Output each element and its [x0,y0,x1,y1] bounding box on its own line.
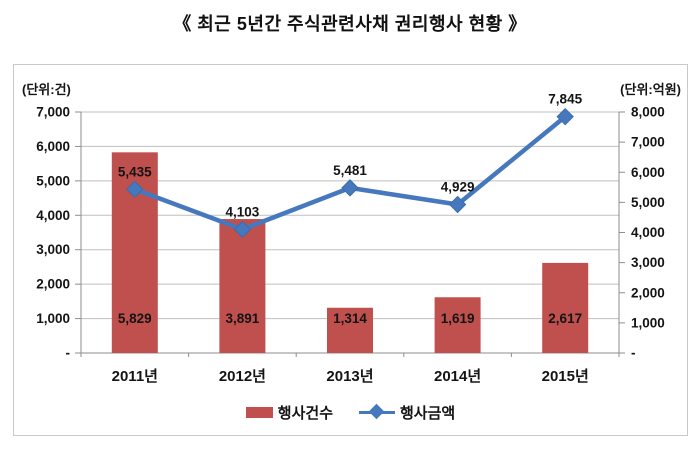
legend-label-bar-series: 행사건수 [277,404,333,422]
diamond-marker-icon [341,179,359,197]
bar-value-label: 5,829 [118,311,152,326]
right-axis-tick-label: 7,000 [631,135,665,150]
right-axis-tick-label: 8,000 [631,105,665,120]
bar-2015년 [542,262,589,353]
chart-title: 《 최근 5년간 주식관련사채 권리행사 현황 》 [173,14,527,34]
bar-value-label: 1,619 [441,311,475,326]
left-axis-tick-label: 7,000 [36,105,70,120]
left-axis-unit-label: (단위:건) [22,82,71,97]
bar-value-label: 3,891 [226,311,260,326]
line-series-swatch-icon [359,403,395,420]
left-axis-tick-label: 6,000 [36,139,70,154]
x-axis-category-label: 2015년 [542,368,589,385]
line-value-label: 5,481 [333,163,367,178]
x-axis-category-label: 2012년 [219,368,266,385]
chart-area: (단위:건) (단위:억원) - 1,000 2,000 3,000 4,000 5,00… [13,64,688,436]
right-axis-tick-label: 3,000 [631,255,665,270]
chart-legend: 행사건수 행사금액 [14,397,687,427]
bar-2014년 [434,297,481,353]
bar-value-label: 1,314 [333,311,367,326]
diamond-marker-icon [448,195,467,214]
line-value-label: 4,103 [226,204,260,219]
bar-2013년 [327,307,373,353]
left-axis-tick-label: 5,000 [36,173,70,188]
right-axis-tick-label: 6,000 [631,165,665,180]
line-value-label: 7,845 [548,92,582,107]
x-axis-category-label: 2011년 [112,368,158,385]
diamond-marker-icon [368,403,385,420]
left-axis-tick-label: 4,000 [36,208,70,223]
x-axis-category-label: 2014년 [434,368,481,385]
legend-item-line-series: 행사금액 [359,402,455,423]
right-axis-tick-label: 2,000 [631,285,665,300]
left-axis-tick-label: - [66,346,71,361]
line-value-label: 5,435 [118,164,152,179]
right-axis-tick-label: 4,000 [631,225,665,240]
diamond-marker-icon [233,220,252,239]
right-axis-tick-label: 5,000 [631,195,665,210]
left-axis-tick-label: 1,000 [36,311,70,326]
right-axis-tick-label: 1,000 [631,315,665,330]
x-axis-category-label: 2013년 [326,368,373,385]
bar-value-label: 2,617 [548,311,582,326]
diamond-marker-icon [556,107,574,126]
bar-series-swatch-icon [245,406,273,418]
bar-2012년 [219,219,266,353]
legend-label-line-series: 행사금액 [400,404,456,422]
right-axis-tick-label: - [631,346,636,361]
left-axis-tick-label: 2,000 [36,277,70,292]
legend-item-bar-series: 행사건수 [245,402,333,423]
left-axis-tick-label: 3,000 [36,242,70,257]
line-value-label: 4,929 [441,180,475,195]
combo-chart-canvas: - 1,000 2,000 3,000 4,000 5,000 6,000 7,000 - 1,0… [36,92,665,385]
diamond-marker-icon [126,180,144,198]
right-axis-unit-label: (단위:억원) [620,82,681,97]
